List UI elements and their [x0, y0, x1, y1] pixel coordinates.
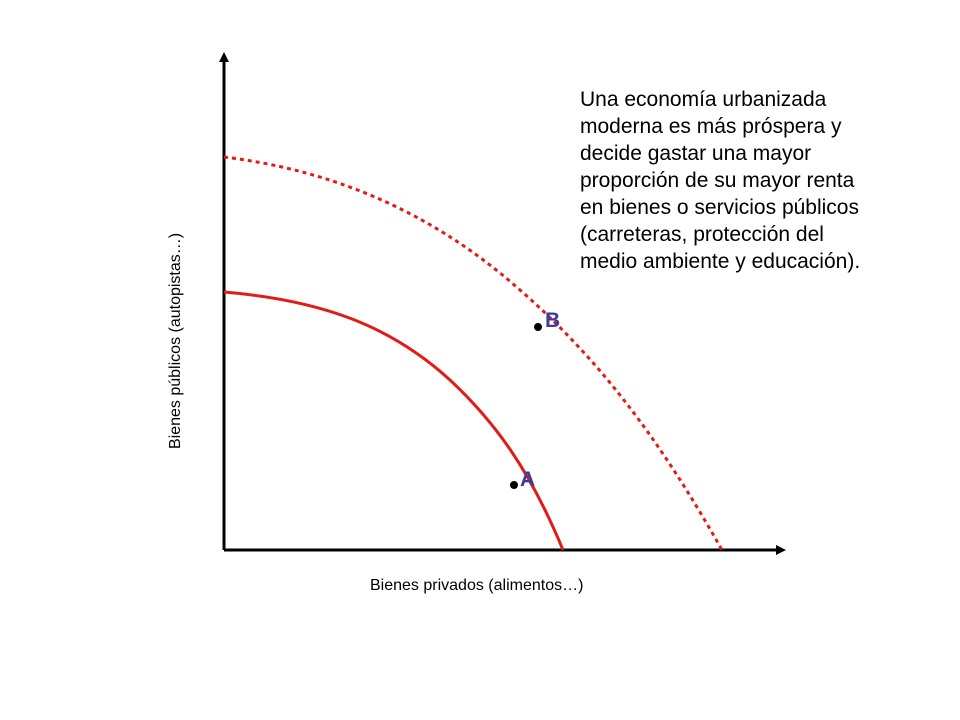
annotation-line: proporción de su mayor renta	[580, 169, 855, 192]
annotation-line: Una economía urbanizada	[580, 88, 827, 111]
point-a-dot	[510, 481, 518, 489]
x-axis-label: Bienes privados (alimentos…)	[370, 577, 583, 594]
y-axis-arrowhead	[219, 52, 229, 62]
point-b-dot	[534, 323, 542, 331]
annotation-line: moderna es más próspera y	[580, 115, 842, 138]
point-a-label: A	[520, 468, 535, 491]
point-b-label: B	[545, 309, 560, 332]
annotation-line: decide gastar una mayor	[580, 142, 812, 165]
annotation-line: medio ambiente y educación).	[580, 250, 861, 273]
x-axis-arrowhead	[776, 545, 786, 555]
y-axis-label: Bienes públicos (autopistas…)	[167, 233, 184, 449]
original-ppf-curve	[223, 290, 565, 551]
annotation-text: Una economía urbanizada moderna es más p…	[580, 86, 940, 275]
expanded-ppf-curve	[223, 155, 724, 551]
annotation-line: en bienes o servicios públicos	[580, 196, 859, 219]
annotation-line: (carreteras, protección del	[580, 223, 824, 246]
